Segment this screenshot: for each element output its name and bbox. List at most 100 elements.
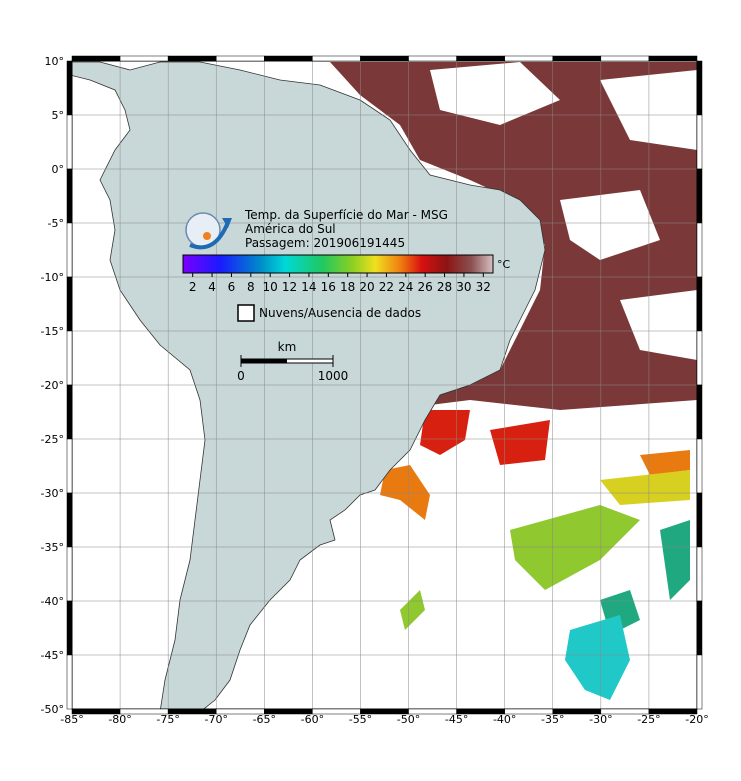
border-segment (696, 168, 703, 224)
colorbar-label: 20 (359, 280, 374, 294)
scale-label: 1000 (318, 369, 349, 383)
colorbar-label: 14 (301, 280, 316, 294)
border-segment (696, 546, 703, 602)
lon-label: -30° (589, 713, 612, 726)
border-segment (696, 60, 703, 116)
border-segment (648, 708, 698, 715)
lat-label: -50° (41, 703, 64, 716)
border-segment (504, 55, 554, 62)
pass-time: Passagem: 201906191445 (245, 236, 405, 250)
border-segment (66, 438, 73, 494)
border-segment (66, 114, 73, 170)
colorbar-label: 10 (263, 280, 278, 294)
border-segment (408, 55, 457, 62)
lat-label: -15° (41, 325, 64, 338)
lat-label: -25° (41, 433, 64, 446)
lon-label: -80° (108, 713, 131, 726)
lon-label: -70° (204, 713, 227, 726)
sst-yellow (600, 470, 690, 505)
lat-label: -30° (41, 487, 64, 500)
sst-red (420, 410, 550, 465)
colorbar-label: 8 (247, 280, 255, 294)
frame-border (66, 55, 703, 715)
border-segment (696, 114, 703, 170)
lon-label: -65° (253, 713, 276, 726)
scale-bar (240, 358, 334, 364)
border-segment (552, 55, 602, 62)
border-segment (312, 55, 361, 62)
lon-label: -45° (445, 713, 468, 726)
border-segment (264, 55, 313, 62)
colorbar-label: 4 (208, 280, 216, 294)
border-segment (456, 55, 505, 62)
scale-label: 0 (237, 369, 245, 383)
border-segment (167, 55, 217, 62)
legend-swatch (237, 304, 255, 322)
region: América do Sul (245, 222, 336, 236)
colorbar-label: 6 (228, 280, 236, 294)
border-segment (696, 600, 703, 656)
border-segment (696, 438, 703, 494)
colorbar-label: 22 (379, 280, 394, 294)
border-segment (66, 60, 73, 116)
lon-label: -50° (397, 713, 420, 726)
border-segment (696, 222, 703, 278)
border-segment (66, 168, 73, 224)
lat-label: -40° (41, 595, 64, 608)
border-segment (696, 384, 703, 440)
border-segment (600, 55, 650, 62)
graticule (72, 61, 697, 709)
border-segment (66, 492, 73, 548)
border-segment (66, 384, 73, 440)
lat-label: -20° (41, 379, 64, 392)
colorbar-label: 16 (321, 280, 336, 294)
colorbar-label: 32 (476, 280, 491, 294)
sst-warm (330, 62, 697, 410)
sst-cyan (565, 615, 630, 700)
lon-label: -85° (60, 713, 83, 726)
lon-label: -20° (685, 713, 708, 726)
lon-label: -35° (541, 713, 564, 726)
colorbar-unit: °C (497, 258, 511, 271)
colorbar-label: 28 (437, 280, 452, 294)
map-content (72, 61, 697, 709)
logo (185, 212, 232, 250)
colorbar-label: 12 (282, 280, 297, 294)
lat-label: -45° (41, 649, 64, 662)
border-segment (696, 654, 703, 710)
border-segment (696, 492, 703, 548)
colorbar (182, 254, 494, 274)
border-segment (360, 55, 409, 62)
lat-label: 10° (45, 55, 65, 68)
border-segment (696, 276, 703, 332)
sst-orange (380, 450, 690, 520)
lat-label: 5° (52, 109, 65, 122)
lat-label: -35° (41, 541, 64, 554)
lon-label: -25° (637, 713, 660, 726)
border-segment (66, 222, 73, 278)
border-segment (66, 546, 73, 602)
border-segment (66, 600, 73, 656)
colorbar-label: 24 (398, 280, 413, 294)
colorbar-ticks: 2 4 6 8 10 12 14 16 18 20 22 24 26 28 30 32 (189, 273, 491, 294)
lon-label: -40° (493, 713, 516, 726)
border-segment (66, 654, 73, 710)
lon-label: -75° (156, 713, 179, 726)
legend-label: Nuvens/Ausencia de dados (259, 306, 421, 320)
sst-green (400, 505, 640, 630)
border-segment (696, 330, 703, 386)
border-segment (119, 55, 169, 62)
border-segment (648, 55, 698, 62)
colorbar-label: 18 (340, 280, 355, 294)
scale-ticks: 0 1000 (237, 355, 348, 383)
lat-label: -5° (48, 217, 64, 230)
colorbar-label: 30 (456, 280, 471, 294)
sst-teal (600, 520, 690, 635)
colorbar-label: 26 (418, 280, 433, 294)
lon-label: -55° (349, 713, 372, 726)
scale-unit: km (278, 340, 297, 354)
title: Temp. da Superfície do Mar - MSG (244, 208, 448, 222)
colorbar-label: 2 (189, 280, 197, 294)
border-segment (215, 55, 265, 62)
